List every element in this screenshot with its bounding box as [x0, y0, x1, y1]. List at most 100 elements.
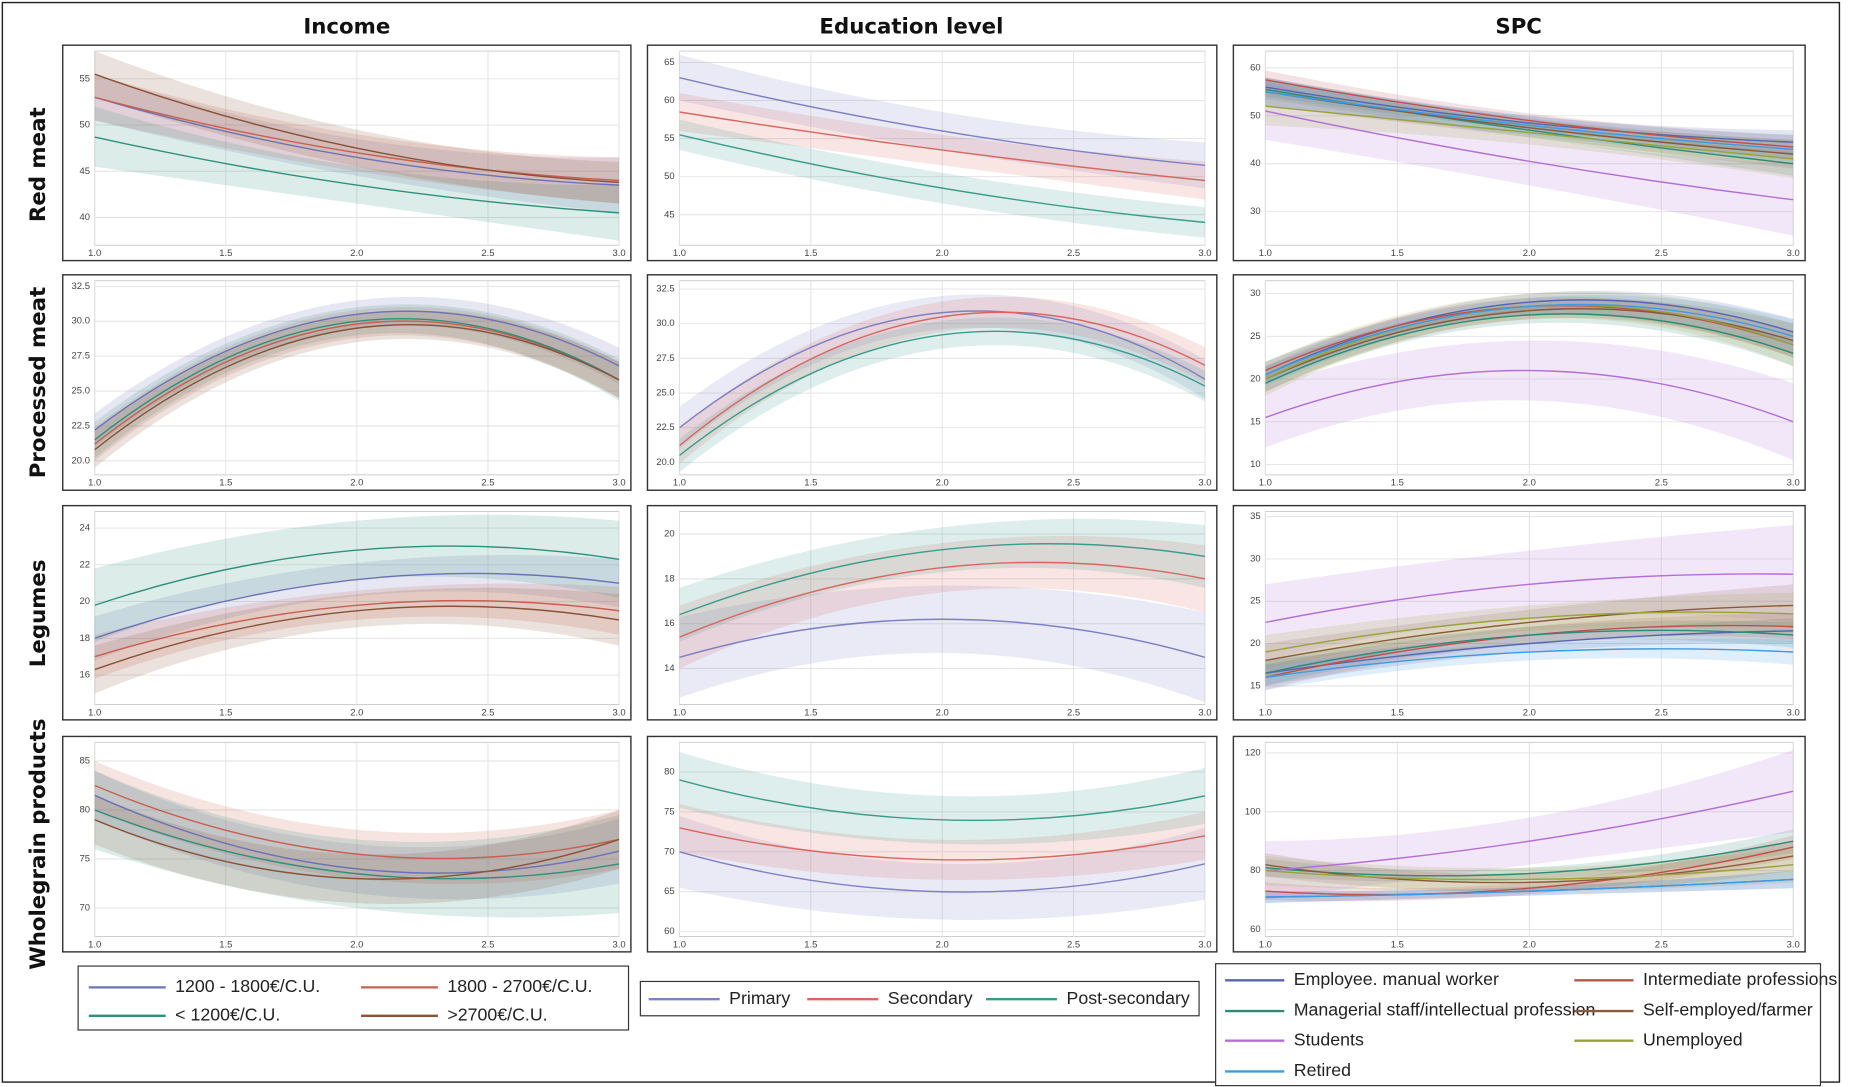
- series-line: Post-secondary: [679, 779, 1205, 822]
- y-tick-label: 60: [664, 95, 675, 106]
- series-line: Secondary: [679, 311, 1205, 447]
- y-tick-label: 10: [1250, 459, 1261, 470]
- row-title: Wholegrain products: [26, 719, 51, 970]
- legend-label: Students: [1294, 1029, 1364, 1049]
- column-title: SPC: [1495, 14, 1542, 39]
- series-line: Employee. manual worker: [1265, 299, 1794, 376]
- series-line: Employee. manual worker: [1265, 86, 1794, 143]
- x-tick-label: 2.0: [1523, 248, 1536, 259]
- y-tick-label: 65: [664, 57, 675, 68]
- confidence-band: [1265, 847, 1794, 892]
- x-tick-label: 2.5: [1655, 478, 1668, 489]
- confidence-band: [1265, 638, 1794, 691]
- y-tick-label: 80: [664, 766, 675, 777]
- x-tick-label: 2.5: [1067, 707, 1080, 718]
- x-tick-label: 1.0: [673, 707, 686, 718]
- series-line: Post-secondary: [679, 330, 1205, 456]
- y-tick-label: 22.5: [656, 422, 674, 433]
- y-tick-label: 75: [79, 854, 90, 865]
- y-tick-label: 20: [1250, 638, 1261, 649]
- x-tick-label: 2.5: [481, 707, 494, 718]
- x-tick-label: 1.0: [673, 248, 686, 259]
- x-tick-label: 1.5: [804, 939, 817, 950]
- confidence-band: [679, 751, 1205, 845]
- confidence-band: [94, 106, 620, 241]
- confidence-band: [679, 92, 1205, 200]
- confidence-band: [1265, 613, 1794, 691]
- y-tick-label: 55: [664, 133, 675, 144]
- x-tick-label: 1.0: [88, 707, 101, 718]
- series-line: Students: [1265, 573, 1794, 624]
- confidence-band: [1265, 70, 1794, 159]
- y-tick-label: 50: [79, 120, 90, 131]
- series-line: Post-secondary: [679, 543, 1205, 616]
- series-line: < 1200€/C.U.: [94, 136, 620, 214]
- y-tick-label: 25.0: [656, 388, 674, 399]
- x-tick-label: 1.5: [1391, 478, 1404, 489]
- x-tick-label: 3.0: [1787, 248, 1800, 259]
- x-tick-label: 1.5: [1391, 248, 1404, 259]
- y-tick-label: 16: [664, 618, 675, 629]
- confidence-band: [679, 585, 1205, 703]
- y-tick-label: 45: [79, 166, 90, 177]
- plot-group: 1200 - 1800€/C.U.1800 - 2700€/C.U.< 1200…: [94, 51, 620, 241]
- plot-group: 1200 - 1800€/C.U.1800 - 2700€/C.U.< 1200…: [94, 760, 620, 918]
- panel-frame: [62, 504, 632, 721]
- series-line: Managerial staff/intellectual profession: [1265, 840, 1794, 877]
- confidence-band: [1265, 584, 1794, 678]
- x-tick-label: 1.5: [219, 939, 232, 950]
- x-tick-label: 2.5: [1067, 248, 1080, 259]
- x-tick-label: 1.5: [804, 707, 817, 718]
- confidence-band: [1265, 620, 1794, 686]
- series-line: Secondary: [679, 111, 1205, 182]
- confidence-band: [94, 587, 620, 694]
- y-tick-label: 22.5: [72, 420, 90, 431]
- series-line: Primary: [679, 618, 1205, 659]
- series-line: Secondary: [679, 561, 1205, 638]
- confidence-band: [1265, 295, 1794, 388]
- x-tick-label: 3.0: [1787, 939, 1800, 950]
- confidence-band: [679, 803, 1205, 880]
- y-tick-label: 20: [1250, 374, 1261, 385]
- confidence-band: [679, 815, 1205, 921]
- y-tick-label: 65: [664, 886, 675, 897]
- series-line: Unemployed: [1265, 864, 1794, 881]
- series-line: 1200 - 1800€/C.U.: [94, 310, 620, 431]
- x-tick-label: 2.5: [1655, 939, 1668, 950]
- y-tick-label: 15: [1250, 680, 1261, 691]
- x-tick-label: 3.0: [612, 248, 625, 259]
- confidence-band: [94, 310, 620, 468]
- y-tick-label: 20: [664, 528, 675, 539]
- confidence-band: [94, 795, 620, 904]
- series-line: Students: [1265, 369, 1794, 423]
- panel-frame: [1232, 44, 1806, 262]
- confidence-band: [1265, 525, 1794, 661]
- panel-frame: [646, 274, 1218, 491]
- y-tick-label: 25: [1250, 331, 1261, 342]
- series-line: 1800 - 2700€/C.U.: [94, 784, 620, 860]
- y-tick-label: 27.5: [656, 353, 674, 364]
- confidence-band: [94, 554, 620, 661]
- series-line: Unemployed: [1265, 105, 1794, 160]
- confidence-band: [1265, 291, 1794, 397]
- series-line: Retired: [1265, 648, 1794, 679]
- y-tick-label: 75: [664, 806, 675, 817]
- x-tick-label: 2.5: [1655, 707, 1668, 718]
- y-tick-label: 30.0: [656, 318, 674, 329]
- legend-label: >2700€/C.U.: [447, 1004, 547, 1024]
- series-line: < 1200€/C.U.: [94, 318, 620, 441]
- x-tick-label: 1.5: [219, 248, 232, 259]
- x-tick-label: 2.5: [1655, 248, 1668, 259]
- x-tick-label: 2.0: [1523, 478, 1536, 489]
- x-tick-label: 1.0: [673, 939, 686, 950]
- x-tick-label: 1.0: [88, 939, 101, 950]
- legend-frame: [1215, 963, 1822, 1087]
- series-line: >2700€/C.U.: [94, 819, 620, 880]
- plot-group: 1200 - 1800€/C.U.1800 - 2700€/C.U.< 1200…: [94, 514, 620, 694]
- legend-label: Self-employed/farmer: [1643, 1000, 1813, 1020]
- row-title: Processed meat: [26, 287, 51, 478]
- series-line: 1800 - 2700€/C.U.: [94, 320, 620, 445]
